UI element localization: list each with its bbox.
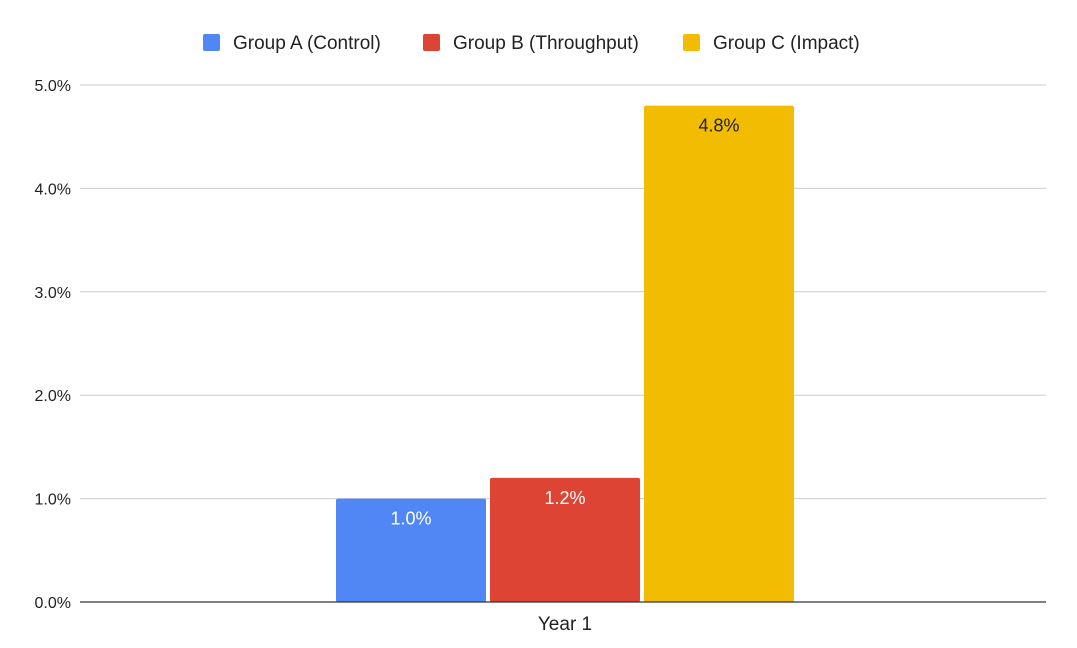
legend-item-1[interactable]: Group A (Control) <box>203 33 381 54</box>
legend-swatch <box>203 34 220 51</box>
y-tick-label: 0.0% <box>35 595 71 612</box>
x-tick-label: Year 1 <box>538 614 592 635</box>
data-label: 1.0% <box>390 509 431 529</box>
legend-item-2[interactable]: Group B (Throughput) <box>423 33 639 54</box>
legend-swatch <box>423 34 440 51</box>
legend-swatch <box>683 34 700 51</box>
y-tick-label: 5.0% <box>35 78 71 95</box>
bar-2[interactable] <box>490 477 640 602</box>
legend-label: Group B (Throughput) <box>453 33 639 54</box>
legend[interactable]: Group A (Control) Group B (Throughput) Gro… <box>203 33 860 54</box>
data-labels: 1.0% 1.2% 4.8% <box>390 116 739 529</box>
legend-item-3[interactable]: Group C (Impact) <box>683 33 860 54</box>
legend-label: Group A (Control) <box>233 33 381 54</box>
bars <box>336 105 794 603</box>
bar-3[interactable] <box>644 105 794 603</box>
y-axis-tick-labels: 0.0% 1.0% 2.0% 3.0% 4.0% 5.0% <box>35 78 71 612</box>
bar-1[interactable] <box>336 498 486 602</box>
y-tick-label: 3.0% <box>35 285 71 302</box>
legend-label: Group C (Impact) <box>713 33 860 54</box>
gridlines <box>80 84 1046 500</box>
y-tick-label: 2.0% <box>35 388 71 405</box>
x-axis: Year 1 <box>80 601 1046 635</box>
y-tick-label: 4.0% <box>35 181 71 198</box>
data-label: 1.2% <box>544 488 585 508</box>
data-label: 4.8% <box>698 116 739 136</box>
y-tick-label: 1.0% <box>35 492 71 509</box>
